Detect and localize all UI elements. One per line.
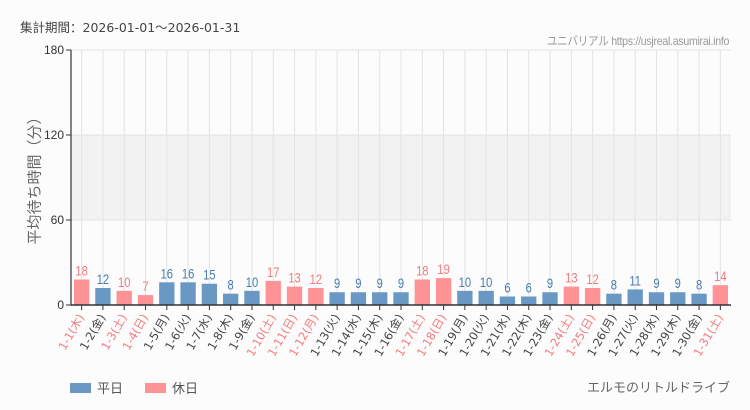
bar[interactable] bbox=[627, 289, 643, 305]
bar-value-label: 12 bbox=[586, 272, 598, 287]
bar[interactable] bbox=[223, 293, 239, 305]
bar-value-label: 19 bbox=[437, 262, 449, 277]
bar-value-label: 6 bbox=[504, 280, 510, 295]
bar-value-label: 16 bbox=[161, 266, 173, 281]
bar-value-label: 9 bbox=[377, 276, 383, 291]
bar-value-label: 7 bbox=[142, 279, 148, 294]
legend-swatch-holiday bbox=[145, 382, 167, 393]
bar-value-label: 9 bbox=[398, 276, 404, 291]
bar[interactable] bbox=[372, 292, 388, 305]
bar[interactable] bbox=[435, 278, 452, 305]
legend-holiday[interactable]: 休日 bbox=[145, 378, 198, 397]
bar-value-label: 13 bbox=[565, 270, 577, 285]
bar-value-label: 18 bbox=[75, 263, 87, 278]
bar[interactable] bbox=[201, 283, 218, 305]
bar-value-label: 9 bbox=[355, 276, 361, 291]
bar[interactable] bbox=[159, 282, 175, 305]
bar[interactable] bbox=[414, 279, 430, 306]
bar[interactable] bbox=[542, 292, 558, 305]
bar-value-label: 10 bbox=[246, 275, 258, 290]
bar[interactable] bbox=[308, 288, 324, 305]
bar[interactable] bbox=[286, 286, 303, 305]
legend-swatch-weekday bbox=[70, 382, 91, 393]
bar-value-label: 9 bbox=[334, 276, 340, 291]
legend-label-weekday: 平日 bbox=[97, 382, 124, 397]
bar-value-label: 14 bbox=[714, 269, 726, 284]
bar[interactable] bbox=[393, 292, 409, 305]
bar-value-label: 8 bbox=[696, 278, 702, 293]
bar[interactable] bbox=[137, 295, 154, 305]
legend: 平日 休日 bbox=[70, 378, 220, 397]
bar[interactable] bbox=[691, 293, 707, 305]
bar-value-label: 12 bbox=[310, 272, 322, 287]
bar-value-label: 9 bbox=[547, 276, 553, 291]
bar-value-label: 10 bbox=[459, 275, 471, 290]
bar[interactable] bbox=[670, 292, 686, 305]
bar[interactable] bbox=[116, 290, 132, 305]
bar[interactable] bbox=[95, 288, 111, 305]
bar-value-label: 8 bbox=[611, 278, 617, 293]
bar-value-label: 9 bbox=[675, 276, 681, 291]
y-tick-label: 180 bbox=[44, 43, 64, 57]
attraction-name: エルモのリトルドライブ bbox=[586, 381, 730, 396]
y-tick-label: 120 bbox=[44, 128, 64, 142]
bar[interactable] bbox=[329, 292, 345, 305]
legend-weekday[interactable]: 平日 bbox=[70, 378, 123, 397]
y-tick-label: 60 bbox=[51, 213, 65, 227]
y-tick-label: 0 bbox=[57, 298, 64, 312]
bar[interactable] bbox=[499, 296, 516, 306]
bar-value-label: 11 bbox=[629, 273, 641, 288]
bar-value-label: 17 bbox=[267, 265, 279, 280]
bar[interactable] bbox=[180, 282, 196, 305]
bar-value-label: 12 bbox=[97, 272, 109, 287]
bar[interactable] bbox=[478, 290, 494, 305]
bar[interactable] bbox=[265, 280, 281, 305]
bar-value-label: 9 bbox=[653, 276, 659, 291]
bar-value-label: 18 bbox=[416, 263, 428, 278]
bar[interactable] bbox=[606, 293, 622, 305]
bar[interactable] bbox=[350, 292, 367, 305]
bar[interactable] bbox=[73, 279, 90, 306]
bar-value-label: 8 bbox=[228, 278, 234, 293]
period-label: 集計期間：2026-01-01～2026-01-31 bbox=[20, 20, 241, 35]
bar[interactable] bbox=[712, 285, 729, 305]
bar-value-label: 13 bbox=[288, 270, 300, 285]
bar-value-label: 16 bbox=[182, 266, 194, 281]
bar-value-label: 10 bbox=[480, 275, 492, 290]
bar[interactable] bbox=[563, 286, 579, 305]
bar-value-label: 6 bbox=[526, 280, 532, 295]
bar[interactable] bbox=[244, 290, 260, 305]
bar[interactable] bbox=[521, 296, 537, 306]
legend-label-holiday: 休日 bbox=[172, 382, 199, 397]
bar[interactable] bbox=[648, 292, 665, 305]
bar[interactable] bbox=[584, 288, 601, 305]
bar-value-label: 15 bbox=[203, 268, 215, 283]
bar-value-label: 10 bbox=[118, 275, 130, 290]
bar[interactable] bbox=[457, 290, 473, 305]
site-credit: ユニバリアル https://usjreal.asumirai.info bbox=[546, 34, 730, 48]
